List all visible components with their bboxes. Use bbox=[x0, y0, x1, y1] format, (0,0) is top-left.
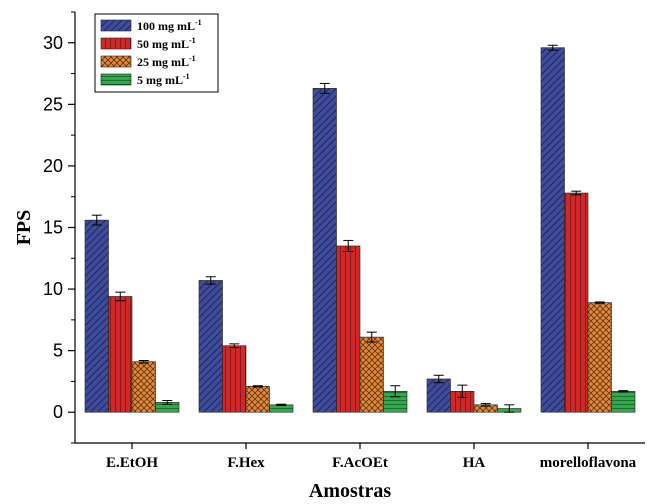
x-ticks: E.EtOH F.Hex F.AcOEt HA morelloflavona bbox=[106, 443, 637, 471]
legend-label-text: 25 mg mL bbox=[137, 55, 189, 69]
legend-label-sup: -1 bbox=[183, 72, 190, 81]
y-axis-title: FPS bbox=[13, 210, 35, 246]
legend-label-sup: -1 bbox=[195, 18, 202, 27]
x-tick-label: morelloflavona bbox=[540, 455, 637, 471]
x-axis-title: Amostras bbox=[309, 480, 391, 502]
legend-label-text: 5 mg mL bbox=[137, 73, 183, 87]
y-tick-label: 30 bbox=[43, 33, 63, 53]
bar bbox=[359, 336, 384, 413]
x-tick-label: F.AcOEt bbox=[332, 455, 388, 471]
y-tick-label: 0 bbox=[53, 402, 63, 422]
bar bbox=[426, 378, 451, 413]
legend-label: 50 mg mL-1 bbox=[137, 36, 196, 51]
bar bbox=[336, 245, 361, 413]
bars-group bbox=[84, 47, 636, 413]
x-tick-label: F.Hex bbox=[227, 455, 265, 471]
bar bbox=[540, 47, 565, 413]
legend-label-text: 100 mg mL bbox=[137, 19, 195, 33]
legend-label: 100 mg mL-1 bbox=[137, 18, 202, 33]
legend-swatch bbox=[100, 19, 132, 32]
bar bbox=[564, 192, 589, 413]
x-tick-label: E.EtOH bbox=[106, 455, 158, 471]
bar bbox=[245, 386, 270, 413]
bar bbox=[587, 302, 612, 413]
y-tick-label: 10 bbox=[43, 279, 63, 299]
bar bbox=[198, 280, 223, 413]
legend-label-sup: -1 bbox=[189, 36, 196, 45]
legend-label-sup: -1 bbox=[189, 54, 196, 63]
legend: 100 mg mL-150 mg mL-125 mg mL-15 mg mL-1 bbox=[94, 13, 219, 93]
legend-swatch bbox=[100, 37, 132, 50]
y-tick-label: 25 bbox=[43, 94, 63, 114]
y-ticks: 0 5 10 15 20 25 30 bbox=[43, 11, 75, 444]
y-tick-label: 20 bbox=[43, 156, 63, 176]
y-tick-label: 5 bbox=[53, 341, 63, 361]
bar bbox=[108, 296, 133, 413]
legend-swatch bbox=[100, 73, 132, 86]
bar bbox=[611, 390, 636, 413]
bar bbox=[312, 88, 337, 413]
legend-label: 5 mg mL-1 bbox=[137, 72, 190, 87]
y-tick-label: 15 bbox=[43, 218, 63, 238]
bar bbox=[84, 219, 109, 413]
legend-label-text: 50 mg mL bbox=[137, 37, 189, 51]
x-tick-label: HA bbox=[463, 455, 486, 471]
bar bbox=[131, 361, 156, 413]
legend-label: 25 mg mL-1 bbox=[137, 54, 196, 69]
error-bars-group bbox=[91, 44, 629, 413]
bar bbox=[222, 345, 247, 413]
legend-swatch bbox=[100, 55, 132, 68]
